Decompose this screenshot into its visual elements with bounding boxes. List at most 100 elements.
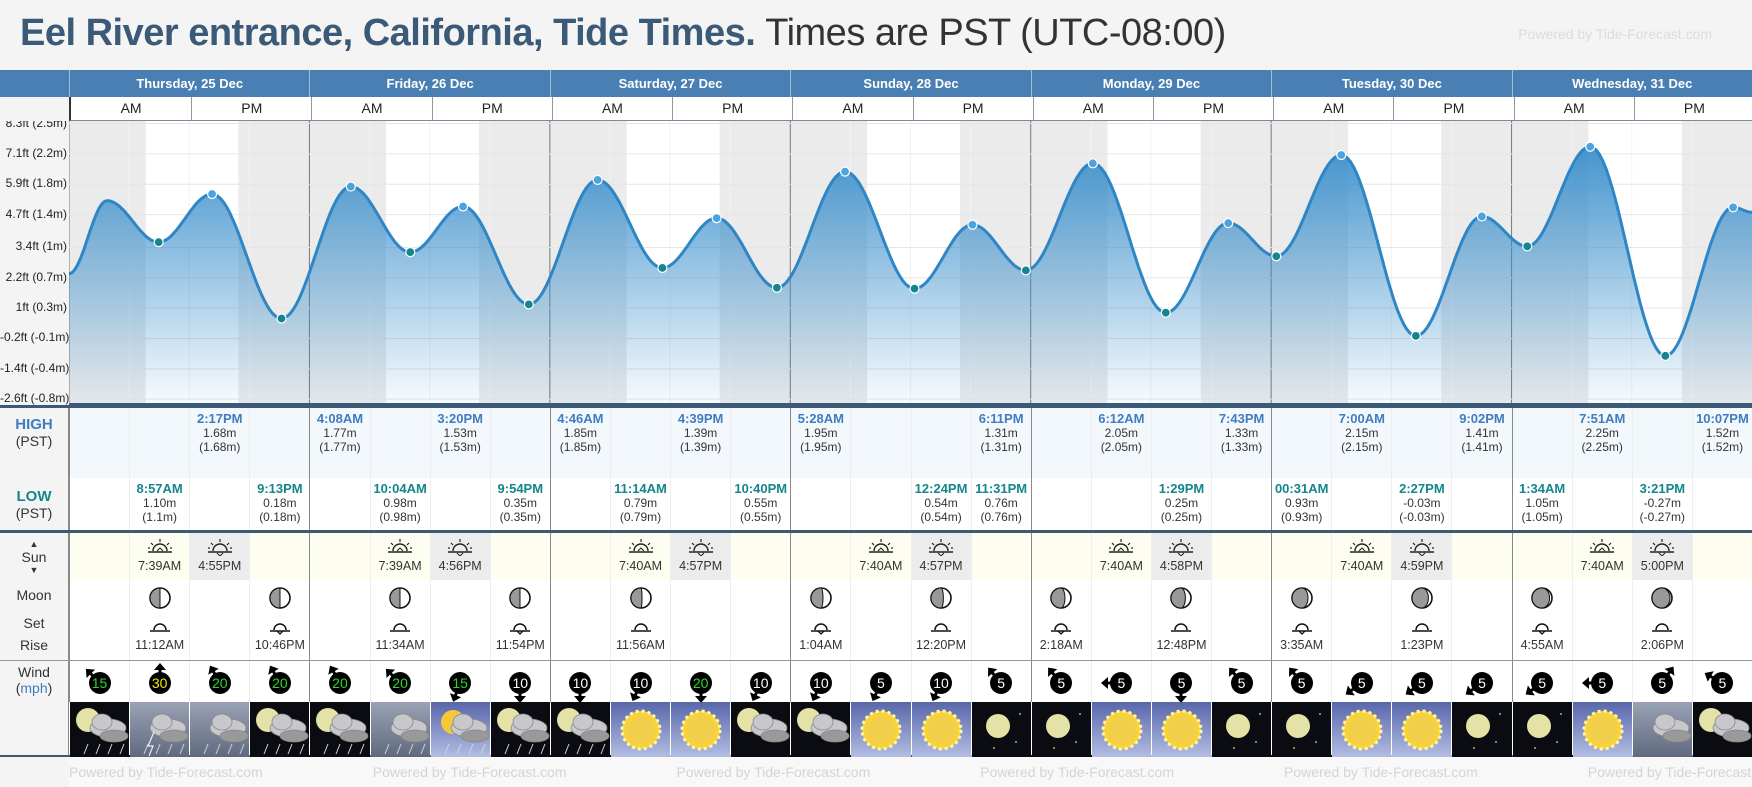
- wind-cell: 10: [910, 661, 971, 702]
- low-cell: 10:40PM 0.55m (0.55m): [730, 478, 790, 530]
- am-label: AM: [1032, 97, 1153, 120]
- low-tide-point[interactable]: [1020, 265, 1031, 276]
- sunny-weather-icon: [609, 702, 671, 757]
- moon-phase-icon: [130, 586, 189, 613]
- low-cell: [1090, 478, 1151, 530]
- moonrise-icon: [371, 619, 430, 638]
- low-tide-point[interactable]: [276, 313, 287, 324]
- sunset-time: 4:58PM: [1159, 559, 1204, 573]
- low-tide-point[interactable]: [405, 247, 416, 258]
- powered-by-watermark: Powered by Tide-Forecast.com: [69, 764, 263, 780]
- low-tide-point[interactable]: [523, 299, 534, 310]
- moonrise-time: 11:12AM: [135, 638, 185, 652]
- moonrise-time: 2:06PM: [1640, 638, 1684, 652]
- low-tide-point[interactable]: [1660, 350, 1671, 361]
- wind-cell: 5: [1150, 661, 1211, 703]
- low-tide-point[interactable]: [657, 262, 668, 273]
- high-tide-time: 7:00AM: [1338, 411, 1385, 426]
- high-tide-time: 4:08AM: [316, 411, 364, 426]
- low-tide-height: -0.03m: [1403, 496, 1441, 510]
- moon-cell: 3:35AM: [1271, 580, 1331, 660]
- low-tide-point[interactable]: [909, 283, 920, 294]
- low-tide-point[interactable]: [771, 282, 783, 293]
- high-tide-height: 1.31m: [984, 426, 1018, 440]
- high-tide-point[interactable]: [839, 166, 851, 177]
- moon-phase-icon: [1272, 586, 1331, 613]
- low-tide-height: 0.54m: [924, 496, 958, 510]
- tide-chart: 8.3ft (2.5m) 7.1ft (2.2m) 5.9ft (1.8m) 4.7f…: [0, 121, 1752, 405]
- powered-by-link[interactable]: Powered by Tide-Forecast.com: [1518, 26, 1712, 42]
- high-tide-height: 2.25m: [1585, 426, 1619, 440]
- wind-arrow-icon: 20: [681, 662, 721, 703]
- moonrise-time: 11:56AM: [615, 638, 666, 652]
- wind-cell: 30: [129, 661, 189, 702]
- moon-cell: [1090, 580, 1151, 660]
- moonrise-icon: [611, 619, 670, 638]
- sunrise-icon: [611, 538, 670, 559]
- wind-cell: 10: [489, 661, 550, 703]
- moon-cell: 12:20PM: [910, 580, 971, 660]
- high-tide-point[interactable]: [711, 212, 722, 224]
- wind-speed: 20: [272, 675, 288, 691]
- high-tide-point[interactable]: [1087, 158, 1098, 169]
- high-tide-height: 2.15m: [1345, 426, 1379, 440]
- high-tide-point[interactable]: [206, 188, 218, 200]
- high-tide-height-alt: (1.68m): [199, 440, 241, 454]
- high-tide-point[interactable]: [1336, 149, 1347, 161]
- wind-cell: 5: [1331, 661, 1391, 702]
- moonrise-time: 11:34AM: [375, 638, 425, 652]
- wind-arrow-icon: 30: [140, 662, 180, 702]
- sun-cell: 4:57PM: [910, 533, 971, 580]
- page-title: Eel River entrance, California, Tide Tim…: [20, 12, 1226, 55]
- low-tide-point[interactable]: [1271, 251, 1282, 262]
- sunny-weather-icon: [910, 702, 972, 757]
- high-tide-height-alt: (1.33m): [1220, 440, 1263, 454]
- moonrise-time: 12:48PM: [1156, 638, 1207, 652]
- moon-phase-icon: [1392, 586, 1451, 613]
- moonset-time: 10:46PM: [254, 638, 305, 652]
- high-label: HIGH: [15, 416, 53, 433]
- high-tide-point[interactable]: [967, 219, 978, 230]
- moon-phase-icon: [250, 586, 309, 613]
- low-tide-time: 1:34AM: [1518, 481, 1566, 496]
- high-tide-point[interactable]: [1728, 202, 1739, 213]
- sunset-icon: [190, 538, 249, 559]
- high-tide-point[interactable]: [345, 181, 356, 192]
- sun-cell: [1451, 533, 1511, 580]
- high-tide-point[interactable]: [457, 201, 469, 212]
- high-tide-point[interactable]: [1223, 217, 1234, 229]
- high-cell: 5:28AM 1.95m (1.95m): [790, 408, 850, 478]
- wind-speed: 5: [1237, 675, 1246, 691]
- high-tide-time: 7:43PM: [1218, 411, 1265, 426]
- weather-row: [0, 702, 1752, 757]
- high-tide-point[interactable]: [1585, 141, 1596, 152]
- low-cell: [1571, 478, 1632, 530]
- mph-unit-link[interactable]: mph: [20, 680, 48, 696]
- low-cell: [69, 478, 129, 530]
- night-cloud-weather-icon: [730, 702, 792, 757]
- sun-cell: 7:40AM: [1331, 533, 1391, 580]
- low-tide-point[interactable]: [153, 237, 164, 248]
- sunny-weather-icon: [670, 702, 732, 757]
- low-tide-time: 10:40PM: [734, 481, 788, 496]
- sun-down-arrow-icon[interactable]: ▼: [29, 565, 39, 575]
- night-clear-weather-icon: [1030, 702, 1092, 757]
- sun-cell: [549, 533, 610, 580]
- low-tide-point[interactable]: [1410, 330, 1422, 342]
- low-cell: 8:57AM 1.10m (1.1m): [129, 478, 189, 530]
- sunset-icon: [671, 538, 730, 559]
- sun-cell: [970, 533, 1031, 580]
- high-tide-height: 1.85m: [563, 426, 598, 440]
- high-tide-point[interactable]: [1476, 211, 1487, 222]
- low-tide-point[interactable]: [1522, 241, 1533, 252]
- low-tide-point[interactable]: [1160, 307, 1171, 318]
- moon-cell: [429, 580, 490, 660]
- sun-up-arrow-icon[interactable]: ▲: [29, 539, 39, 549]
- wind-speed: 10: [572, 675, 589, 691]
- high-tide-point[interactable]: [592, 174, 603, 186]
- high-cell: [1030, 408, 1091, 478]
- day-header: Wednesday, 31 Dec: [1511, 70, 1752, 97]
- low-tide-height-alt: (0.25m): [1160, 510, 1203, 524]
- low-row: LOW (PST) 8:57AM 1.10m (1.1m) 9:13PM 0.18m (0.1…: [0, 478, 1752, 530]
- wind-cell: 5: [1451, 661, 1511, 702]
